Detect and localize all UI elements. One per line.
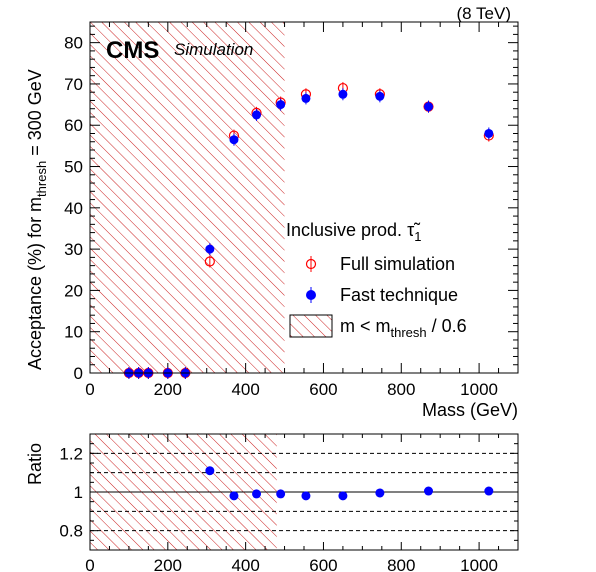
y-tick-label: 60	[64, 116, 83, 135]
energy-label: (8 TeV)	[457, 4, 512, 23]
ratio-point	[301, 491, 311, 501]
y-tick-label: 80	[64, 34, 83, 53]
y-tick-label: 20	[64, 281, 83, 300]
x-tick-label: 200	[154, 380, 182, 399]
legend-hatch-swatch	[289, 314, 333, 338]
fast-point	[252, 110, 262, 120]
legend-fast-label: Fast technique	[340, 285, 458, 305]
ratio-x-tick-label: 400	[231, 556, 259, 572]
fast-point	[276, 100, 286, 110]
legend-hatch-label: m < mthresh / 0.6	[340, 316, 467, 340]
ratio-point	[252, 489, 262, 499]
main-data-points	[123, 82, 494, 379]
x-tick-label: 400	[231, 380, 259, 399]
ratio-point	[276, 489, 286, 499]
x-axis-title: Mass (GeV)	[422, 400, 518, 420]
ratio-frame	[89, 433, 519, 551]
x-tick-label: 0	[85, 380, 94, 399]
ratio-point	[424, 486, 434, 496]
ratio-x-tick-label: 200	[154, 556, 182, 572]
simulation-label: Simulation	[174, 40, 253, 59]
x-tick-label: 800	[387, 380, 415, 399]
fast-point	[301, 93, 311, 103]
fast-point	[205, 244, 215, 254]
ratio-x-tick-label: 800	[387, 556, 415, 572]
ratio-x-tick-label: 0	[85, 556, 94, 572]
legend-full-sim-marker	[305, 258, 317, 270]
y-tick-label: 0	[74, 364, 83, 383]
fast-point	[229, 135, 239, 145]
ratio-point	[338, 491, 348, 501]
main-frame	[89, 21, 519, 374]
ratio-panel: 0 200 400 600 800 1000 0.8 1 1.2	[59, 433, 519, 572]
hatched-region	[90, 22, 285, 373]
y-tick-label: 30	[64, 240, 83, 259]
y-tick-label: 70	[64, 75, 83, 94]
main-y-axis-title: Acceptance (%) for mthresh = 300 GeV	[25, 69, 49, 370]
ratio-point	[229, 491, 239, 501]
legend: Inclusive prod. τ̃1 Full simulation Fast…	[286, 220, 467, 340]
main-axis-ticks: 0 200 400 600 800 1000 0 10 20 30 40 50 60 70 80	[64, 22, 519, 399]
fast-point	[375, 91, 385, 101]
ratio-point	[375, 488, 385, 498]
y-tick-label: 40	[64, 199, 83, 218]
legend-full-sim-label: Full simulation	[340, 254, 455, 274]
fast-point	[484, 128, 494, 138]
ratio-y-tick-label: 1.2	[59, 444, 83, 463]
ratio-axis-ticks: 0 200 400 600 800 1000 0.8 1 1.2	[59, 433, 519, 572]
x-tick-label: 1000	[460, 380, 498, 399]
ratio-x-tick-label: 600	[309, 556, 337, 572]
x-tick-label: 600	[309, 380, 337, 399]
ratio-y-axis-title: Ratio	[25, 443, 45, 485]
fast-point	[338, 89, 348, 99]
ratio-data-points	[205, 466, 494, 501]
ratio-point	[484, 486, 494, 496]
ratio-x-tick-label: 1000	[460, 556, 498, 572]
y-tick-label: 10	[64, 323, 83, 342]
y-tick-label: 50	[64, 158, 83, 177]
ratio-y-tick-label: 1	[74, 483, 83, 502]
full-sim-point	[204, 256, 215, 267]
ratio-y-tick-label: 0.8	[59, 522, 83, 541]
fast-point	[424, 102, 434, 112]
cms-label: CMS	[106, 37, 159, 64]
ratio-point	[205, 466, 215, 476]
main-panel: 0 200 400 600 800 1000 0 10 20 30 40 50 60 70 80	[64, 21, 519, 399]
